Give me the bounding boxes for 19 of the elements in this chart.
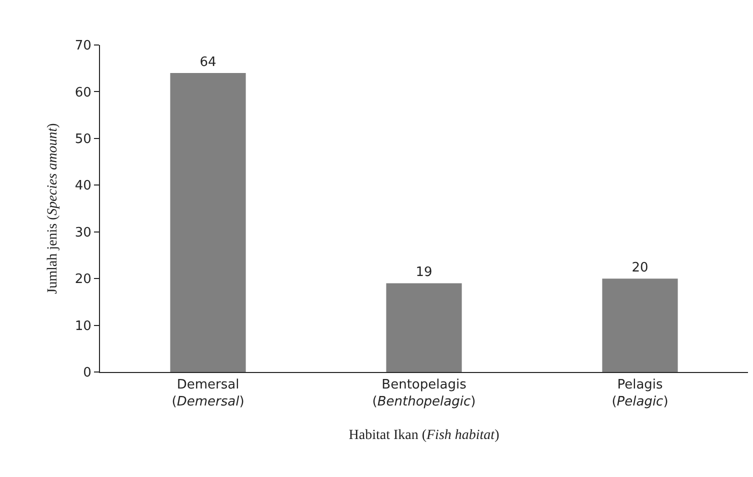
data-label: 19 — [416, 265, 432, 280]
y-tick-label: 60 — [74, 85, 92, 100]
y-tick-label: 20 — [74, 272, 92, 288]
y-tick-label: 30 — [74, 225, 92, 240]
bar — [602, 278, 678, 372]
y-tick-label: 40 — [74, 178, 92, 194]
bar — [170, 73, 246, 372]
y-tick-label: 0 — [83, 366, 92, 381]
x-axis-title: Habitat Ikan (Fish habitat) — [348, 428, 500, 443]
y-tick-label: 10 — [74, 318, 92, 334]
x-tick-label: Pelagis (Pelagic) — [612, 378, 668, 410]
data-label: 64 — [200, 55, 216, 70]
x-tick-label: Demersal (Demersal) — [172, 378, 244, 410]
x-tick-label: Bentopelagis (Benthopelagic) — [372, 378, 476, 410]
data-label: 20 — [632, 260, 648, 276]
y-tick-label: 70 — [74, 38, 92, 54]
bar — [386, 283, 462, 372]
y-tick-label: 50 — [74, 132, 92, 147]
y-axis-title: Jumlah jenis (Species amount) — [45, 122, 60, 294]
